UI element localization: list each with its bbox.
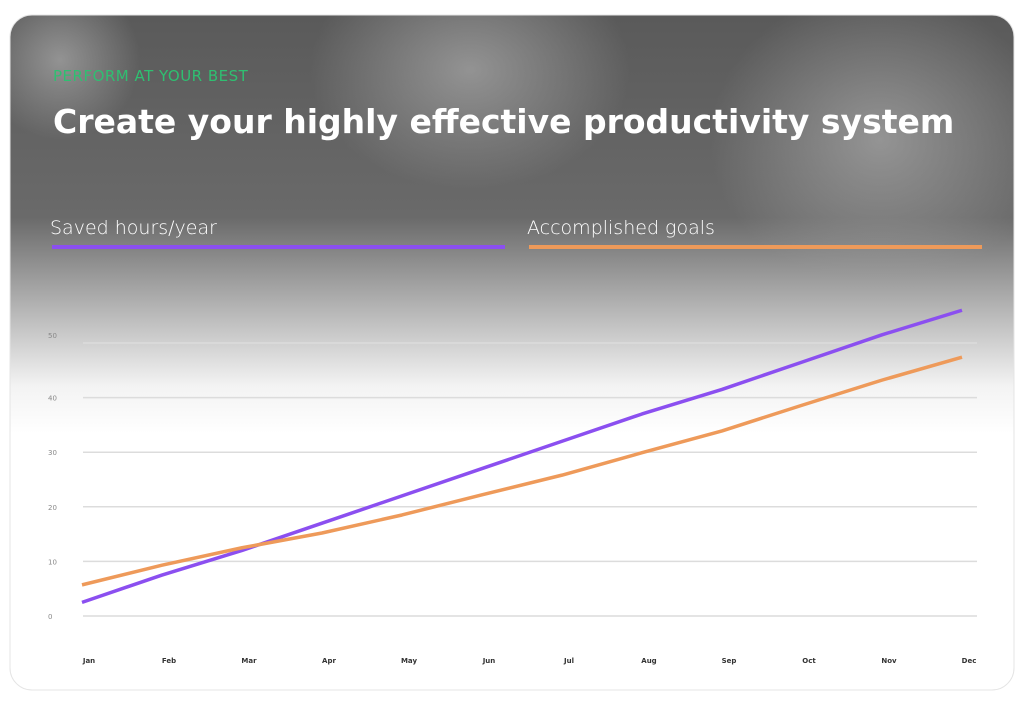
y-tick-label: 30: [48, 449, 57, 457]
x-tick-label: Apr: [322, 657, 336, 665]
y-tick-label: 0: [48, 613, 52, 621]
x-tick-label: Jan: [82, 657, 95, 665]
x-tick-label: Oct: [802, 657, 816, 665]
legend-label: Accomplished goals: [527, 217, 715, 239]
y-tick-label: 50: [48, 332, 57, 340]
plot: Saved hours/year Accomplished goals 0 10 20 3…: [48, 217, 982, 665]
bg-glow: [310, 15, 630, 190]
y-tick-label: 40: [48, 395, 57, 403]
x-tick-label: Jul: [563, 657, 574, 665]
x-tick-label: Jun: [482, 657, 496, 665]
bg-glow: [710, 15, 1014, 290]
legend-swatch: [529, 245, 982, 249]
legend-label: Saved hours/year: [50, 217, 217, 239]
eyebrow: PERFORM AT YOUR BEST: [53, 67, 249, 85]
card-border: [9, 14, 1015, 691]
x-tick-label: Aug: [641, 657, 656, 665]
y-tick-label: 20: [48, 504, 57, 512]
y-tick-label: 10: [48, 558, 57, 566]
x-tick-label: Dec: [962, 657, 977, 665]
chart-title: Create your highly effective productivit…: [53, 102, 954, 141]
x-tick-label: Feb: [162, 657, 176, 665]
x-tick-label: May: [401, 657, 417, 665]
x-tick-label: Sep: [722, 657, 737, 665]
series-line: [81, 308, 963, 605]
series-line: [81, 355, 963, 587]
x-tick-label: Mar: [241, 657, 257, 665]
bg-glow: [10, 15, 140, 140]
legend-swatch: [52, 245, 505, 249]
x-tick-label: Nov: [881, 657, 897, 665]
